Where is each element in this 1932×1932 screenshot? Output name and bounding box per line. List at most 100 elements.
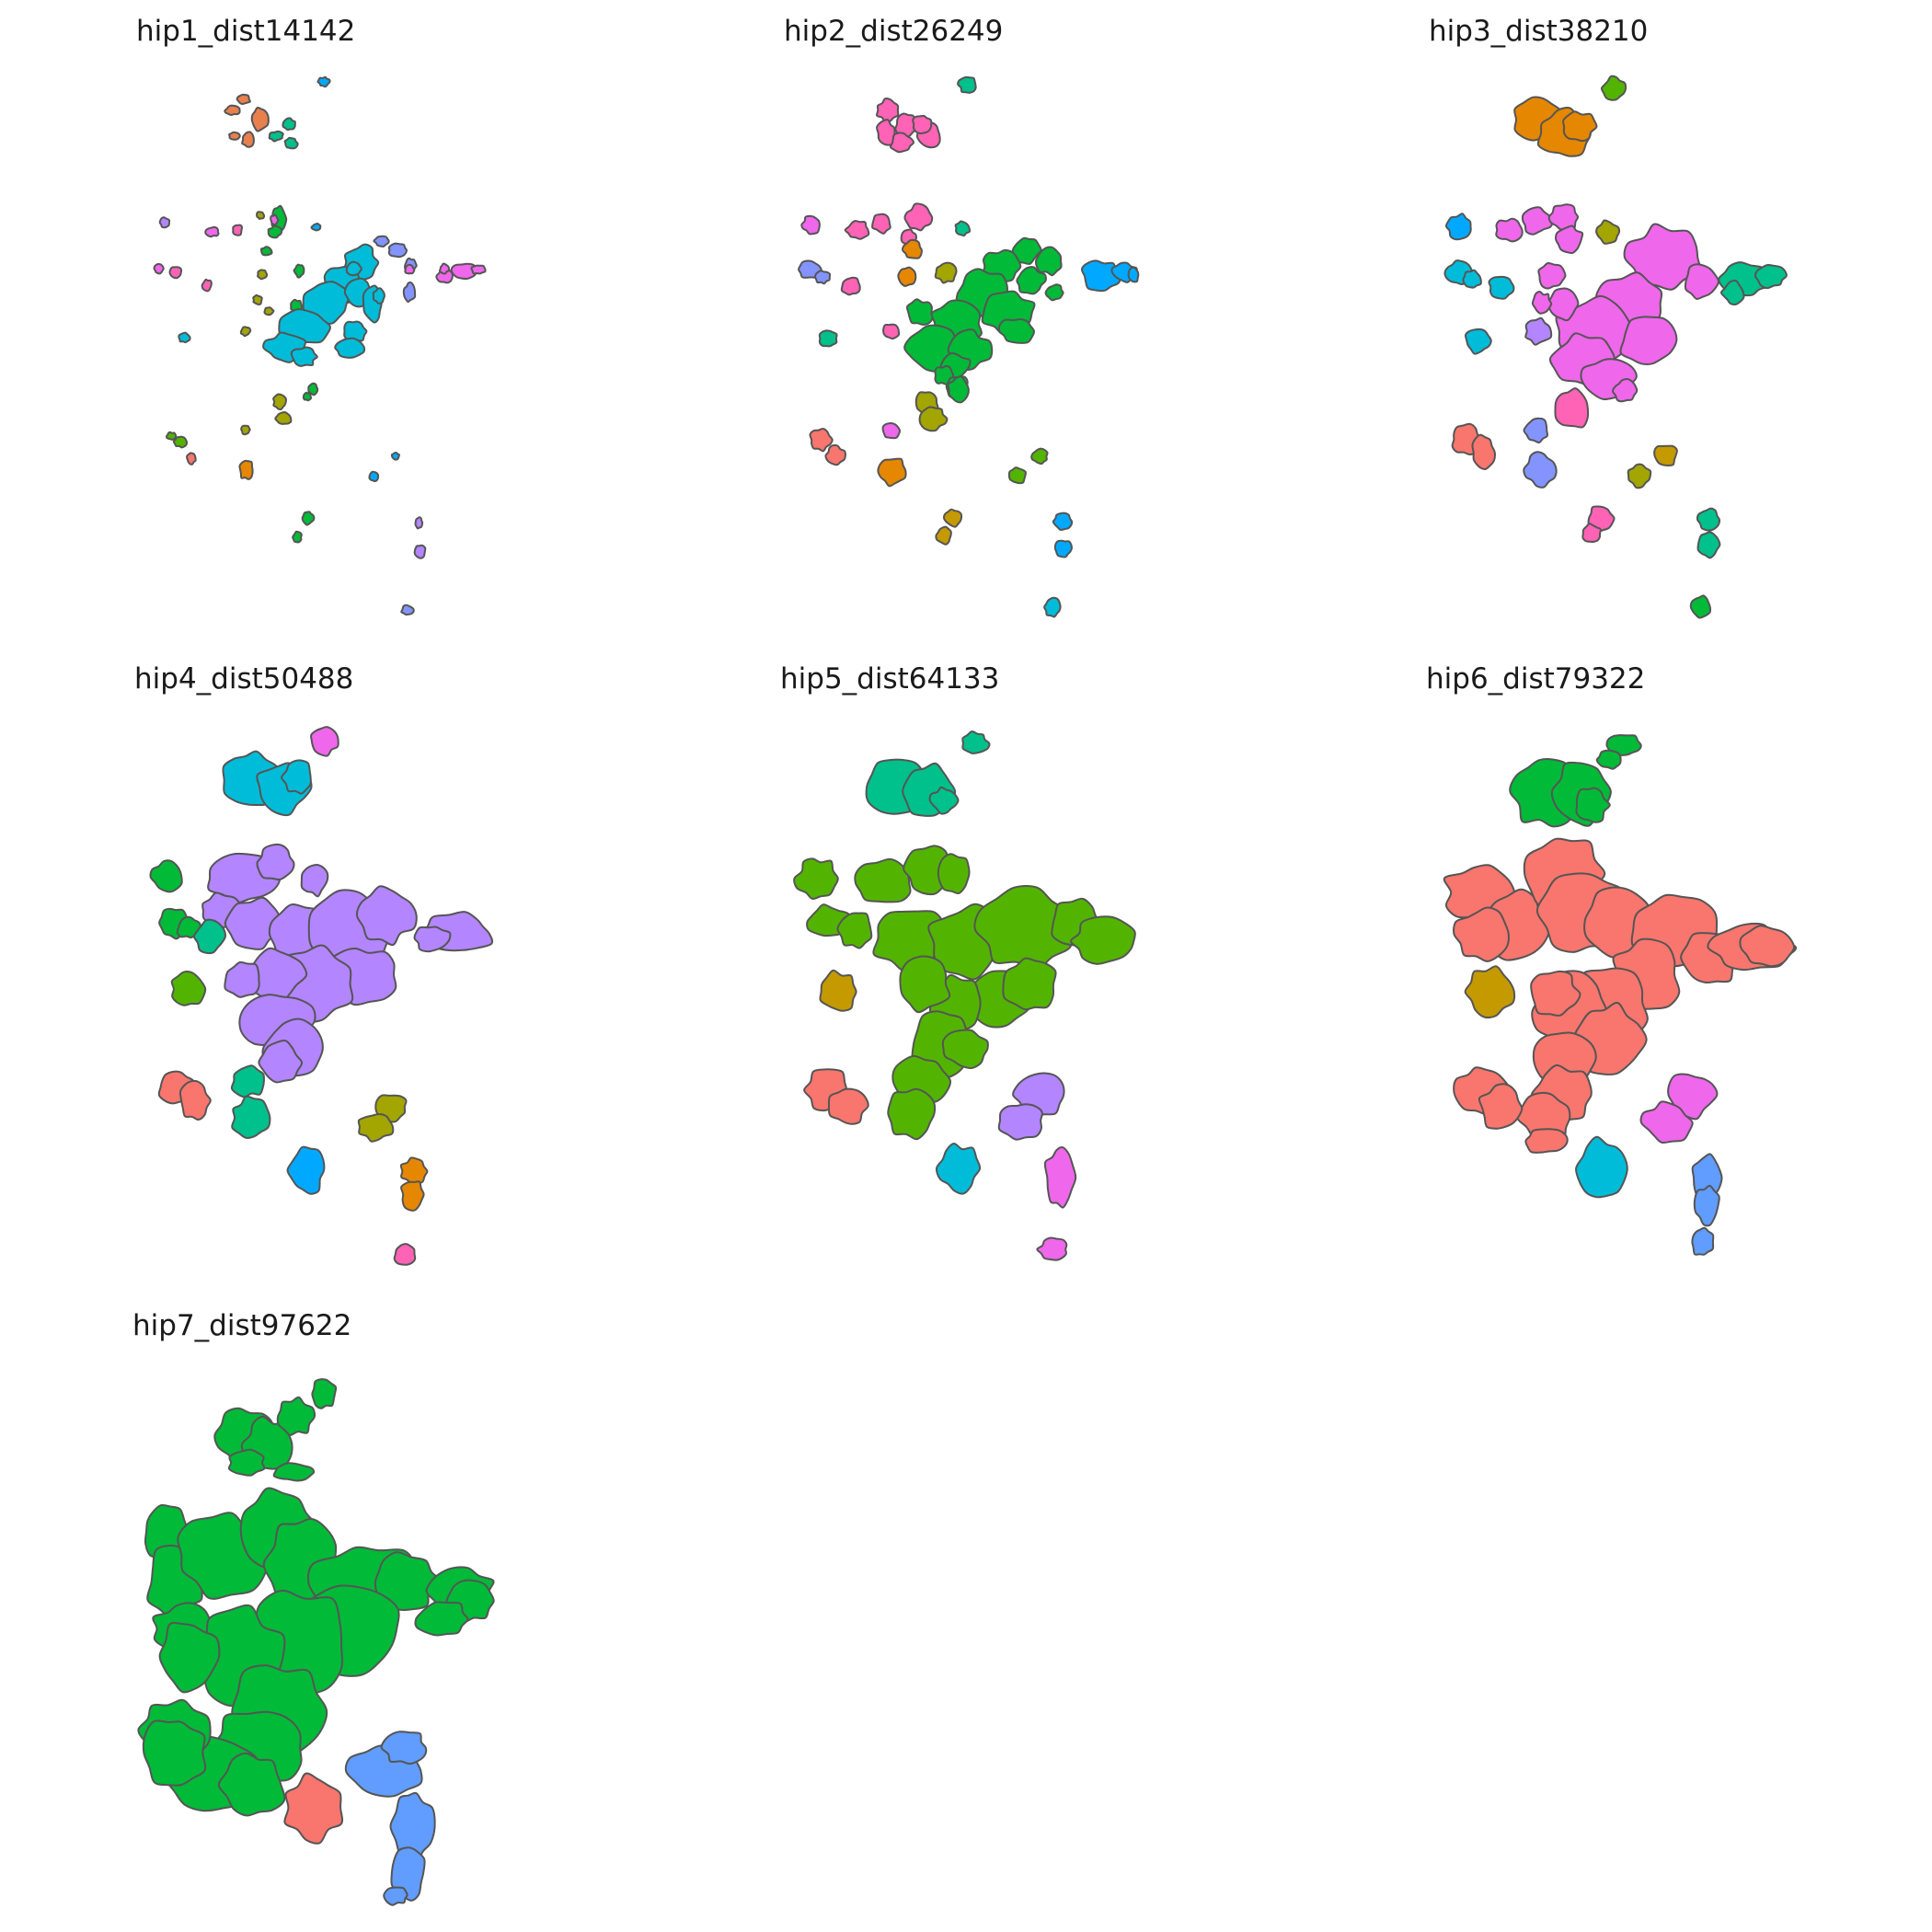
cluster-blob	[800, 214, 821, 236]
cluster-blob-lobe-2	[380, 1731, 428, 1765]
cluster-blob-lobe-1	[373, 235, 390, 247]
cluster-blob	[293, 263, 305, 279]
cluster-blob-lobe-8	[355, 885, 418, 947]
cluster-blob	[1464, 328, 1492, 355]
cluster-blob	[1464, 965, 1516, 1019]
cluster-blob-lobe-2	[1478, 1083, 1524, 1130]
cluster-blob-lobe-8	[343, 320, 368, 344]
cluster-blob	[1691, 1226, 1715, 1256]
cluster-blob-lobe-3	[470, 264, 487, 275]
cluster-blob-lobe-2	[1595, 749, 1622, 770]
cluster-blob	[158, 216, 171, 229]
cluster-blob-lobe-10	[997, 317, 1036, 344]
cluster-blob-lobe-3	[1453, 906, 1510, 962]
cluster-blob	[818, 329, 838, 348]
panel-title-hip1: hip1_dist14142	[136, 15, 356, 48]
cluster-blob-lobe-13	[1044, 283, 1064, 302]
cluster-blob-lobe-2	[178, 1079, 212, 1121]
cluster-blob-lobe-3	[903, 202, 934, 232]
cluster-blob-lobe-3	[1127, 266, 1140, 283]
cluster-blob-lobe-1	[876, 98, 900, 124]
cluster-blob	[1600, 75, 1627, 101]
cluster-blob	[257, 269, 269, 281]
cluster-blob-lobe-21	[217, 1752, 286, 1817]
cluster-blob	[270, 213, 280, 226]
cluster-blob-lobe-19	[1524, 1128, 1569, 1154]
cluster-blob	[961, 730, 991, 754]
cluster-blob-lobe-1	[1623, 223, 1702, 291]
cluster-blob-lobe-2	[1581, 523, 1602, 544]
cluster-blob	[934, 261, 958, 284]
panel-hip5-clusters	[793, 730, 1136, 1261]
cluster-blob-lobe-17	[413, 926, 452, 953]
cluster-blob-lobe-4	[889, 132, 915, 154]
cluster-blob-lobe-1	[1080, 259, 1121, 293]
cluster-blob-lobe-2	[1462, 269, 1482, 289]
panel-title-hip6: hip6_dist79322	[1426, 662, 1646, 696]
cluster-blob-lobe-11	[899, 955, 951, 1014]
cluster-blob-lobe-4	[278, 308, 332, 344]
cluster-blob	[310, 726, 339, 757]
cluster-blob	[1524, 316, 1553, 346]
cluster-blob-lobe-2	[224, 104, 241, 117]
cluster-blob	[316, 75, 331, 88]
cluster-blob-lobe-2	[357, 1112, 395, 1143]
cluster-blob	[400, 604, 415, 616]
cluster-blob	[1444, 213, 1472, 241]
cluster-blob-lobe-2	[1693, 1184, 1720, 1227]
cluster-blob-lobe-2	[1471, 433, 1496, 470]
cluster-blob	[414, 516, 424, 530]
cluster-blob-lobe-2	[1754, 263, 1788, 290]
cluster-blob	[935, 1143, 982, 1195]
cluster-blob-lobe-2	[1639, 1100, 1694, 1144]
cluster-blob-lobe-3	[1575, 787, 1611, 823]
cluster-blob-lobe-6	[290, 346, 318, 367]
cluster-blob-lobe-1	[307, 382, 319, 397]
cluster-blob-lobe-2	[894, 112, 918, 138]
cluster-blob	[954, 220, 972, 237]
cluster-blob	[240, 424, 251, 436]
cluster-blob-lobe-1	[1696, 507, 1721, 532]
cluster-blob-lobe-12	[1016, 266, 1047, 295]
cluster-blob	[170, 971, 207, 1006]
cluster-blob-lobe-3	[1562, 110, 1598, 143]
cluster-blob	[153, 262, 165, 275]
cluster-blob	[310, 222, 322, 232]
cluster-blob-lobe-6	[973, 884, 1074, 971]
cluster-blob-lobe-5	[227, 1448, 266, 1477]
cluster-blob-lobe-15	[158, 1621, 221, 1694]
cluster-blob	[1575, 1135, 1628, 1199]
cluster-blob-lobe-1	[165, 431, 178, 441]
cluster-blob-lobe-4	[438, 262, 451, 275]
cluster-blob	[882, 323, 901, 340]
cluster-blob	[1488, 275, 1515, 300]
panel-hip1-clusters	[153, 75, 487, 616]
cluster-blob	[292, 530, 303, 544]
cluster-blob-lobe-2	[827, 1087, 869, 1125]
cluster-blob-lobe-9	[1612, 377, 1639, 403]
cluster-blob-lobe-2	[263, 306, 275, 316]
cluster-blob-lobe-8	[1684, 263, 1719, 300]
cluster-blob-lobe-4	[402, 282, 417, 304]
cluster-blob-lobe-3	[276, 1396, 316, 1436]
cluster-blob	[368, 470, 380, 482]
cluster-blob	[413, 544, 427, 559]
cluster-blob-lobe-10	[1739, 925, 1796, 968]
cluster-blob-lobe-4	[241, 131, 255, 148]
cluster-blob	[390, 451, 400, 461]
cluster-blob	[1052, 512, 1074, 531]
cluster-blob	[259, 246, 273, 257]
cluster-blob-lobe-3	[1719, 279, 1745, 305]
cluster-blob	[230, 1064, 265, 1098]
cluster-blob	[283, 1772, 344, 1845]
cluster-blob-lobe-6	[912, 114, 933, 134]
cluster-blob-lobe-15	[887, 1087, 937, 1141]
cluster-blob-lobe-2	[997, 1103, 1043, 1141]
panel-hip4-clusters	[149, 726, 494, 1266]
cluster-blob-lobe-11	[414, 1601, 469, 1637]
cluster-blob-lobe-7	[1619, 316, 1678, 365]
cluster-blob-lobe-2	[256, 843, 295, 881]
cluster-blob-lobe-1	[942, 508, 963, 528]
cluster-blob	[186, 452, 197, 466]
cluster-blob-lobe-3	[283, 136, 299, 150]
